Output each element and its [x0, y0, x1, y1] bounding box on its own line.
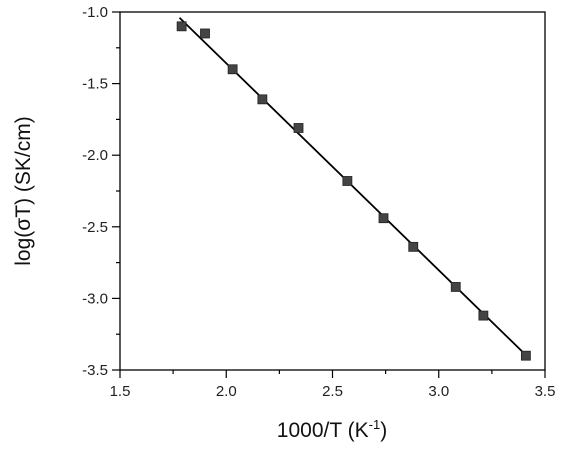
x-tick-label: 3.0 — [428, 383, 449, 400]
x-axis-title-sup: -1 — [369, 417, 381, 432]
y-axis-ticks: -1.0 -1.5 -2.0 -2.5 -3.0 -3.5 — [82, 4, 120, 379]
x-axis-title-main: 1000/T (K — [277, 419, 369, 442]
x-axis-ticks: 1.5 2.0 2.5 3.0 3.5 — [110, 370, 556, 400]
x-axis-title: 1000/T (K-1) — [277, 417, 387, 442]
data-point — [450, 282, 461, 292]
x-tick-label: 3.5 — [535, 383, 556, 400]
data-point — [478, 310, 489, 321]
data-point — [200, 28, 210, 39]
y-axis-title: log(σT) (SK/cm) — [12, 116, 35, 265]
y-tick-label: -2.5 — [82, 219, 108, 236]
x-tick-label: 2.5 — [322, 383, 343, 400]
fit-line — [178, 17, 529, 358]
x-tick-label: 1.5 — [110, 383, 131, 400]
data-point — [176, 21, 187, 32]
x-axis-title-end: ) — [380, 419, 387, 442]
y-tick-label: -3.0 — [82, 290, 108, 307]
data-point — [257, 94, 268, 105]
x-tick-label: 2.0 — [216, 383, 237, 400]
y-tick-label: -2.0 — [82, 147, 108, 164]
data-point — [408, 241, 419, 252]
y-tick-label: -1.0 — [82, 4, 108, 21]
data-point — [342, 176, 353, 186]
data-points — [176, 21, 531, 361]
data-point — [227, 64, 238, 75]
data-point — [293, 123, 304, 133]
data-point — [520, 350, 531, 361]
fit-line-group — [178, 17, 529, 358]
y-tick-label: -1.5 — [82, 76, 108, 93]
y-tick-label: -3.5 — [82, 362, 108, 379]
data-point — [378, 213, 389, 224]
